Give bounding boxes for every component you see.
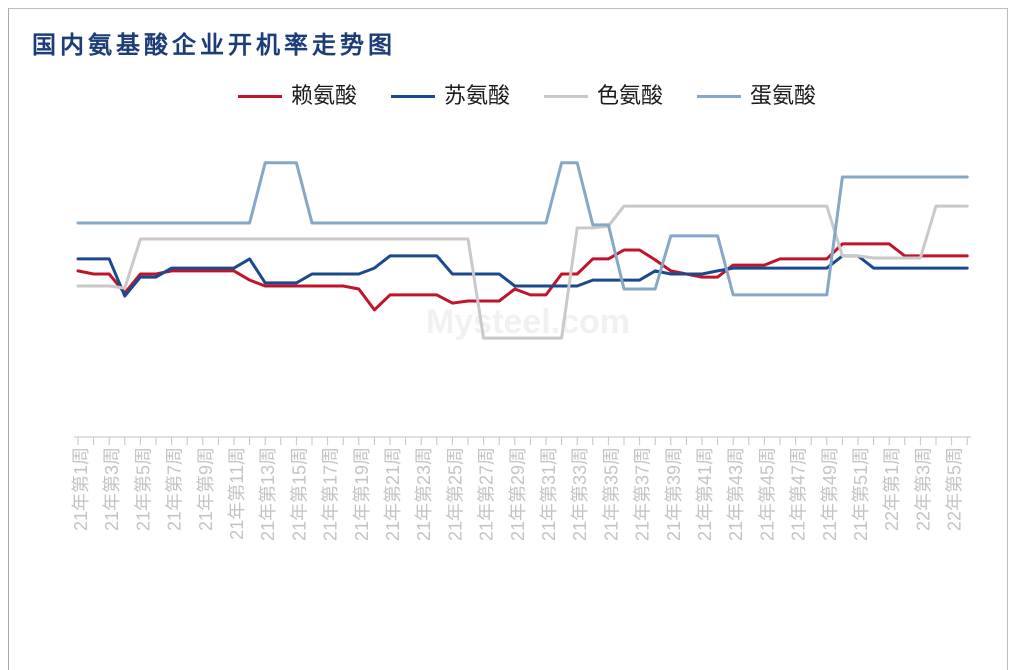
series-line-methionine [76,161,969,297]
legend-item-threonine: 苏氨酸 [391,81,510,111]
series-line-tryptophan [76,204,969,340]
x-tick-label: 21年第39周 [664,447,684,541]
legend-swatch-lysine [238,94,282,98]
x-tick-label: 21年第3周 [102,447,122,531]
x-tick-label: 21年第5周 [133,447,153,531]
legend-label-lysine: 赖氨酸 [291,83,358,108]
legend-item-methionine: 蛋氨酸 [697,81,816,111]
x-tick-label: 22年第1周 [882,447,902,531]
x-axis: 21年第1周 21年第3周 21年第5周 21年第7周 21年第9周 21年第11周 21年… [71,436,972,541]
x-tick-label: 21年第47周 [789,447,809,541]
watermark: Mysteel.com [426,303,630,341]
x-tick-label: 21年第19周 [352,447,372,541]
legend-swatch-tryptophan [544,94,589,98]
x-tick-label: 21年第11周 [227,447,247,540]
series-lines [76,161,969,340]
x-tick-label: 21年第13周 [258,447,278,541]
x-tick-label: 21年第31周 [539,447,559,541]
x-tick-label: 21年第37周 [633,447,653,541]
x-tick-label: 21年第49周 [820,447,840,541]
x-tick-label: 21年第27周 [477,447,497,541]
chart-frame [8,8,1008,670]
legend-swatch-methionine [697,94,742,98]
x-tick-label: 21年第33周 [570,447,590,541]
legend: 赖氨酸 苏氨酸 色氨酸 蛋氨酸 [238,81,816,111]
x-tick-label: 21年第43周 [726,447,746,541]
x-tick-label: 21年第45周 [757,447,777,541]
series-line-lysine [76,242,969,312]
legend-label-tryptophan: 色氨酸 [597,83,664,108]
x-tick-label: 21年第41周 [695,447,715,541]
legend-swatch-threonine [391,94,436,98]
series-line-threonine [76,254,969,298]
x-tick-label: 21年第25周 [445,447,465,541]
legend-label-threonine: 苏氨酸 [444,83,511,108]
x-tick-label: 21年第15周 [289,447,309,541]
x-tick-label: 21年第51周 [851,447,871,541]
legend-item-tryptophan: 色氨酸 [544,81,663,111]
legend-label-methionine: 蛋氨酸 [750,83,817,108]
x-tick-label: 21年第9周 [196,447,216,531]
x-tick-label: 21年第35周 [601,447,621,541]
x-tick-label: 21年第1周 [71,447,91,531]
x-tick-label: 21年第23周 [414,447,434,541]
chart-title: 国内氨基酸企业开机率走势图 [32,30,396,59]
x-tick-label: 21年第29周 [508,447,528,541]
x-tick-label: 21年第17周 [321,447,341,541]
x-tick-label: 21年第21周 [383,447,403,541]
x-tick-label: 22年第5周 [945,447,965,531]
x-tick-label: 22年第3周 [913,447,933,531]
x-tick-label: 21年第7周 [165,447,185,531]
legend-item-lysine: 赖氨酸 [238,81,357,111]
